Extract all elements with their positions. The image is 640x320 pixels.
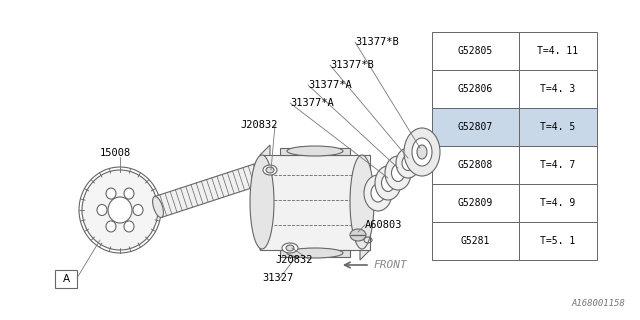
Ellipse shape (82, 170, 158, 250)
Ellipse shape (97, 204, 107, 215)
Ellipse shape (287, 146, 343, 156)
Ellipse shape (282, 243, 298, 253)
Ellipse shape (286, 245, 294, 251)
Ellipse shape (396, 148, 420, 178)
Text: 31377*B: 31377*B (355, 37, 399, 47)
Text: 31327: 31327 (262, 273, 293, 283)
FancyBboxPatch shape (432, 70, 519, 108)
Text: 31377*A: 31377*A (290, 98, 333, 108)
Polygon shape (280, 250, 350, 257)
Ellipse shape (371, 184, 385, 202)
Polygon shape (280, 148, 350, 155)
Ellipse shape (364, 175, 392, 211)
Ellipse shape (402, 156, 414, 171)
Text: T=4. 3: T=4. 3 (540, 84, 575, 94)
Text: G52809: G52809 (458, 198, 493, 208)
Text: G52806: G52806 (458, 84, 493, 94)
Text: G5281: G5281 (461, 236, 490, 246)
Text: G52805: G52805 (458, 46, 493, 56)
Ellipse shape (152, 196, 163, 218)
Polygon shape (155, 163, 266, 218)
Text: A: A (63, 274, 70, 284)
FancyBboxPatch shape (432, 146, 519, 184)
Text: T=4. 7: T=4. 7 (540, 160, 575, 170)
Text: T=4. 9: T=4. 9 (540, 198, 575, 208)
FancyBboxPatch shape (519, 146, 597, 184)
Ellipse shape (385, 156, 411, 190)
Polygon shape (360, 155, 370, 260)
FancyBboxPatch shape (432, 108, 519, 146)
Ellipse shape (124, 188, 134, 199)
Ellipse shape (375, 166, 401, 200)
Ellipse shape (250, 155, 274, 249)
Text: T=4. 11: T=4. 11 (538, 46, 579, 56)
FancyBboxPatch shape (519, 32, 597, 70)
Ellipse shape (350, 229, 366, 241)
Text: G52807: G52807 (458, 122, 493, 132)
Text: 31377*B: 31377*B (330, 60, 374, 70)
Ellipse shape (263, 165, 277, 175)
Text: G52808: G52808 (458, 160, 493, 170)
Text: J20832: J20832 (275, 255, 312, 265)
Ellipse shape (266, 167, 274, 173)
FancyBboxPatch shape (432, 32, 519, 70)
Text: 31377*A: 31377*A (308, 80, 352, 90)
FancyBboxPatch shape (519, 108, 597, 146)
Ellipse shape (106, 188, 116, 199)
Ellipse shape (108, 197, 132, 223)
Ellipse shape (412, 138, 432, 166)
FancyBboxPatch shape (519, 222, 597, 260)
Ellipse shape (257, 163, 268, 184)
Ellipse shape (350, 155, 374, 249)
Ellipse shape (404, 128, 440, 176)
Text: 15008: 15008 (100, 148, 131, 158)
Ellipse shape (106, 221, 116, 232)
Text: A168001158: A168001158 (572, 299, 625, 308)
Text: A60803: A60803 (365, 220, 403, 230)
Ellipse shape (133, 204, 143, 215)
Text: T=4. 5: T=4. 5 (540, 122, 575, 132)
FancyBboxPatch shape (432, 222, 519, 260)
Text: FRONT: FRONT (374, 260, 408, 270)
FancyBboxPatch shape (519, 184, 597, 222)
Ellipse shape (392, 164, 404, 181)
Polygon shape (260, 145, 270, 250)
Polygon shape (260, 155, 370, 250)
FancyBboxPatch shape (519, 70, 597, 108)
FancyBboxPatch shape (55, 270, 77, 288)
Ellipse shape (381, 174, 394, 191)
Text: T=5. 1: T=5. 1 (540, 236, 575, 246)
Ellipse shape (417, 145, 427, 159)
Ellipse shape (124, 221, 134, 232)
Ellipse shape (287, 248, 343, 258)
FancyBboxPatch shape (432, 184, 519, 222)
Text: J20832: J20832 (240, 120, 278, 130)
